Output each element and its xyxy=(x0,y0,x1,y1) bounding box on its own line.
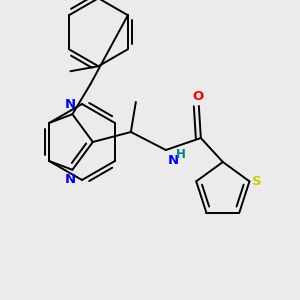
Text: N: N xyxy=(65,173,76,186)
Text: O: O xyxy=(192,90,203,103)
Text: N: N xyxy=(168,154,179,167)
Text: N: N xyxy=(65,98,76,111)
Text: S: S xyxy=(253,175,262,188)
Text: H: H xyxy=(176,148,186,161)
